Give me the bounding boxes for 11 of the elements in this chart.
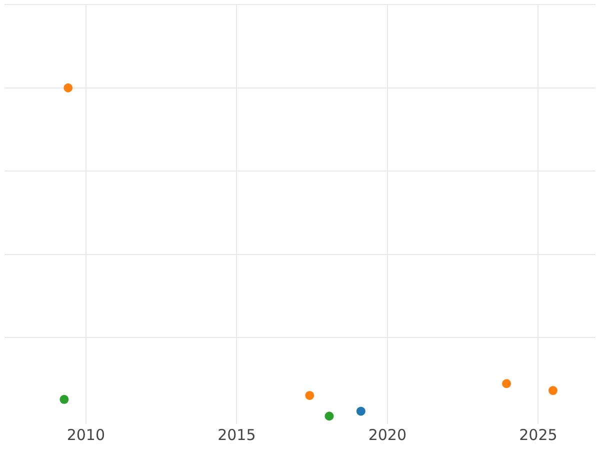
x-tick-label: 2020	[368, 426, 407, 444]
point	[502, 379, 512, 388]
x-tick-label: 2015	[218, 426, 256, 444]
point	[356, 406, 366, 416]
point	[548, 386, 558, 396]
x-tick-label: 2025	[519, 426, 558, 444]
point	[64, 83, 73, 92]
point	[60, 394, 69, 404]
point	[324, 412, 334, 421]
x-tick-label: 2010	[66, 426, 106, 444]
point	[305, 390, 314, 400]
